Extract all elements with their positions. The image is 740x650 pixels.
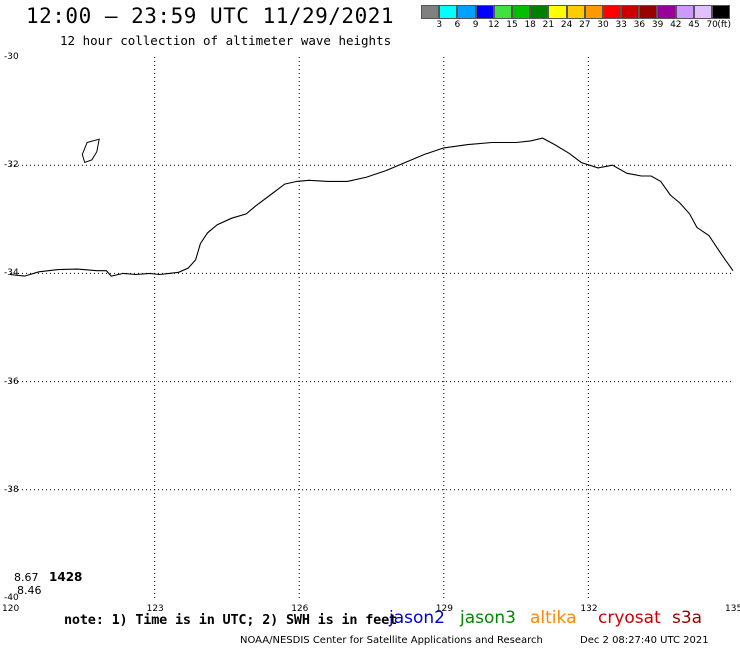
longitude-label: 132: [580, 604, 598, 614]
latitude-label: -40: [4, 593, 19, 603]
map-grid: [10, 57, 733, 598]
legend-swatch: [712, 5, 731, 19]
legend-swatch: [421, 5, 440, 19]
legend-swatch: [439, 5, 458, 19]
legend-label: 12: [488, 20, 500, 30]
legend-label: 24: [560, 20, 573, 30]
legend-labels: 3 6 9 12 15 18 21 24 27 30 33 36 39 42 45 70 (ft): [421, 19, 731, 33]
color-legend: 3 6 9 12 15 18 21 24 27 30 33 36 39 42 45 70 (ft): [421, 5, 731, 33]
generated-timestamp: Dec 2 08:27:40 UTC 2021: [580, 635, 709, 646]
latitude-label: -34: [4, 268, 19, 279]
legend-swatch: [675, 5, 694, 19]
legend-label: 30: [597, 20, 609, 30]
legend-swatch: [548, 5, 567, 19]
footer-note: note: 1) Time is in UTC; 2) SWH is in fe…: [64, 612, 397, 628]
legend-swatch: [566, 5, 585, 19]
legend-label: 27: [579, 20, 591, 30]
coastline-path: [9, 137, 734, 277]
latitude-label: -32: [4, 160, 19, 171]
legend-swatch: [584, 5, 603, 19]
legend-label: 70: [706, 20, 718, 30]
latitude-label: -36: [4, 376, 19, 387]
swh-value-label: 8.46: [17, 584, 42, 597]
page-subtitle: 12 hour collection of altimeter wave hei…: [60, 33, 392, 48]
longitude-label: 129: [435, 604, 453, 614]
legend-label: 3: [436, 20, 443, 30]
legend-swatch: [511, 5, 531, 19]
satellite-label-s3a: s3a: [672, 608, 703, 628]
legend-label: 42: [670, 20, 682, 30]
legend-label: 18: [524, 20, 536, 30]
legend-swatch: [693, 5, 712, 19]
legend-swatch: [457, 5, 476, 19]
legend-label: 33: [615, 20, 627, 30]
longitude-label: 120: [2, 604, 20, 614]
legend-swatch: [475, 5, 494, 19]
coastline: [9, 137, 734, 277]
credit-line: NOAA/NESDIS Center for Satellite Applica…: [240, 635, 543, 646]
legend-label: 6: [454, 20, 461, 30]
legend-swatch: [602, 5, 622, 19]
legend-swatch: [493, 5, 512, 19]
legend-swatch: [657, 5, 676, 19]
legend-swatch: [530, 5, 549, 19]
legend-label: 36: [633, 20, 646, 30]
legend-swatch: [639, 5, 658, 19]
satellite-label-cryosat: cryosat: [598, 608, 661, 628]
page-title: 12:00 – 23:59 UTC 11/29/2021: [26, 4, 395, 28]
legend-label: 45: [688, 20, 700, 30]
swh-value-label: 8.67: [14, 571, 39, 584]
legend-label: 39: [651, 20, 664, 30]
legend-unit: (ft): [717, 20, 731, 30]
legend-label: 21: [542, 20, 555, 30]
track-id-label: 1428: [49, 570, 83, 584]
satellite-label-jason3: jason3: [460, 608, 516, 628]
longitude-label: 123: [146, 604, 164, 614]
legend-swatches: [421, 5, 731, 19]
legend-label: 9: [472, 20, 479, 30]
longitude-label: 135: [725, 604, 740, 614]
legend-swatch: [621, 5, 640, 19]
legend-label: 15: [506, 20, 518, 30]
latitude-label: -38: [4, 484, 19, 495]
satellite-label-jason2: jason2: [389, 608, 445, 628]
satellite-label-altika: altika: [530, 608, 577, 628]
island-outline: [81, 138, 100, 164]
longitude-label: 126: [291, 604, 309, 614]
latitude-label: -30: [4, 52, 19, 62]
